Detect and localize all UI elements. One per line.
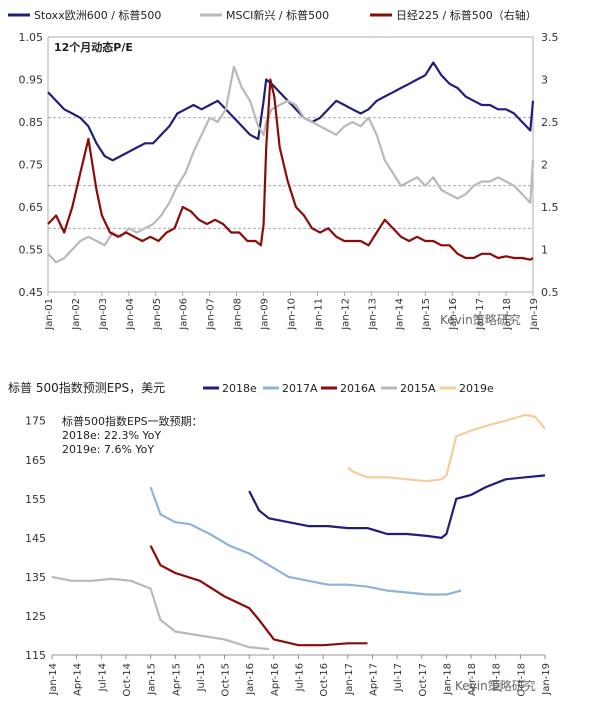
series-line-4 <box>51 575 270 651</box>
x-tick-label: Oct-16 <box>319 663 330 697</box>
annotation-line-1: 标普500指数EPS一致预期： <box>62 414 203 428</box>
legend-label-2: MSCI新兴 / 标普500 <box>226 8 329 22</box>
legend-label-3: 日经225 / 标普500（右轴） <box>396 8 537 22</box>
x-tick-label: Jan-10 <box>287 298 298 330</box>
series-line-3 <box>47 78 534 261</box>
legend-label-1: Stoxx欧洲600 / 标普500 <box>34 8 161 22</box>
y-tick-label: 1.05 <box>19 31 44 44</box>
x-tick-label: Apr-18 <box>467 663 478 696</box>
x-tick-label: Jan-08 <box>233 298 244 330</box>
x-tick-label: Jan-14 <box>394 298 405 330</box>
x-tick-label: Jan-09 <box>260 298 271 330</box>
y2-tick-label: 1.5 <box>541 201 559 214</box>
y-tick-label: 155 <box>25 493 46 506</box>
x-tick-label: Apr-15 <box>171 663 182 696</box>
y-tick-label: 175 <box>25 415 46 428</box>
series-line-3 <box>149 545 368 647</box>
x-tick-label: Jan-17 <box>344 663 355 696</box>
x-tick-label: Apr-16 <box>270 663 281 696</box>
x-tick-label: Jan-04 <box>125 298 136 330</box>
chart-title: 12个月动态P/E <box>54 40 133 54</box>
x-tick-label: Oct-15 <box>221 663 232 697</box>
x-tick-label: Jan-19 <box>541 663 552 696</box>
pe-ratio-chart: Stoxx欧洲600 / 标普500 MSCI新兴 / 标普500 日经225 / … <box>8 8 559 330</box>
legend-label-2: 2017A <box>282 382 318 395</box>
y-tick-label: 145 <box>25 532 46 545</box>
x-tick-label: Jan-18 <box>502 298 513 330</box>
x-tick-label: Jan-19 <box>529 298 540 330</box>
y-tick-label: 0.55 <box>19 244 44 257</box>
series-line-5 <box>347 413 546 483</box>
y-tick-label: 0.75 <box>19 159 44 172</box>
x-tick-label: Jan-11 <box>313 298 324 330</box>
watermark: Kevin策略研究 <box>455 678 536 693</box>
y2-tick-label: 2.5 <box>541 116 559 129</box>
x-tick-label: Oct-14 <box>122 663 133 697</box>
x-tick-label: Jan-13 <box>367 298 378 330</box>
x-tick-label: Jan-18 <box>442 663 453 696</box>
x-tick-label: Jan-17 <box>475 298 486 330</box>
x-tick-label: Apr-14 <box>73 663 84 696</box>
y2-tick-label: 3 <box>541 74 548 87</box>
legend-label-4: 2015A <box>400 382 436 395</box>
series-line-2 <box>47 65 535 264</box>
annotation-line-3: 2019e: 7.6% YoY <box>62 443 154 456</box>
x-tick-label: Jan-02 <box>71 298 82 330</box>
x-tick-label: Jul-18 <box>492 663 503 692</box>
x-tick-label: Jan-12 <box>340 298 351 330</box>
x-tick-label: Jul-16 <box>295 663 306 692</box>
x-tick-label: Jan-03 <box>98 298 109 330</box>
x-tick-label: Jan-15 <box>147 663 158 696</box>
y-tick-label: 165 <box>25 454 46 467</box>
x-tick-label: Jan-14 <box>48 663 59 696</box>
x-tick-label: Jul-17 <box>393 663 404 692</box>
x-tick-label: Jul-15 <box>196 663 207 692</box>
y2-tick-label: 3.5 <box>541 31 559 44</box>
x-tick-label: Apr-17 <box>368 663 379 696</box>
y-tick-label: 0.65 <box>19 201 44 214</box>
x-tick-label: Jan-16 <box>448 298 459 330</box>
y2-tick-label: 2 <box>541 159 548 172</box>
x-tick-label: Oct-18 <box>516 663 527 697</box>
y-tick-label: 125 <box>25 610 46 623</box>
x-tick-label: Jan-07 <box>206 298 217 330</box>
x-tick-label: Jan-05 <box>152 298 163 330</box>
y-tick-label: 115 <box>25 649 46 662</box>
x-tick-label: Jan-06 <box>179 298 190 330</box>
legend-label-1: 2018e <box>222 382 257 395</box>
y2-tick-label: 1 <box>541 244 548 257</box>
y-tick-label: 0.95 <box>19 74 44 87</box>
annotation-line-2: 2018e: 22.3% YoY <box>62 429 161 442</box>
x-tick-label: Oct-17 <box>418 663 429 697</box>
y-tick-label: 135 <box>25 571 46 584</box>
legend-label-3: 2016A <box>340 382 376 395</box>
series-line-2 <box>149 486 462 596</box>
chart-title: 标普 500指数预测EPS，美元 <box>8 380 165 395</box>
y-tick-label: 0.45 <box>19 286 44 299</box>
series-line-1 <box>248 474 546 540</box>
x-tick-label: Jan-16 <box>245 663 256 696</box>
y-tick-label: 0.85 <box>19 116 44 129</box>
watermark: Kevin策略研究 <box>440 312 521 327</box>
legend-label-5: 2019e <box>459 382 494 395</box>
x-tick-label: Jan-15 <box>421 298 432 330</box>
x-tick-label: Jul-14 <box>97 663 108 692</box>
y2-tick-label: 0.5 <box>541 286 559 299</box>
x-tick-label: Jan-01 <box>44 298 55 330</box>
